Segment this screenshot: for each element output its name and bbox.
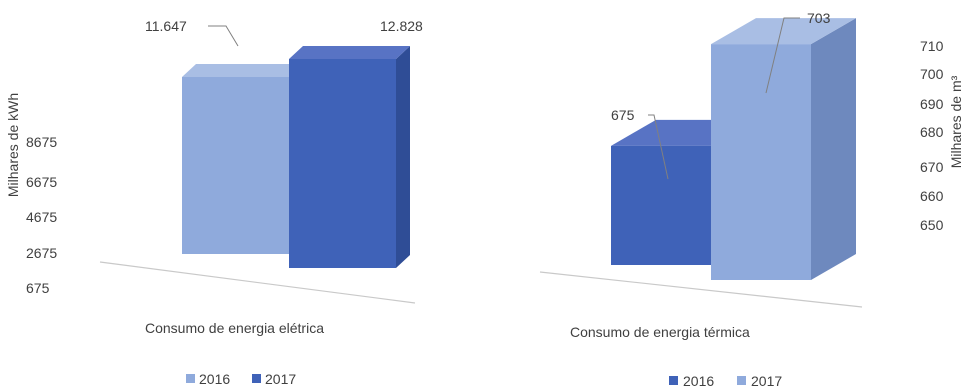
thermal-ytick: 670 (920, 159, 944, 175)
electric-ylabel: Milhares de kWh (5, 93, 21, 197)
chart-thermal: Milhares de m³ 710 700 690 680 670 660 6… (539, 10, 964, 389)
electric-2016-data-label: 11.647 (145, 18, 187, 34)
thermal-bar-2017-side (811, 18, 856, 281)
thermal-ytick: 710 (920, 38, 944, 54)
electric-bar-2017-top (289, 46, 410, 59)
electric-bar-2017-front (289, 59, 396, 268)
thermal-2016-data-label: 675 (611, 107, 635, 123)
electric-bar-2016 (182, 63, 303, 255)
electric-bar-2017-side (396, 46, 410, 268)
thermal-legend-swatch-2016 (669, 376, 678, 385)
electric-legend-swatch-2016 (186, 374, 195, 383)
thermal-legend-label-2016: 2016 (683, 373, 714, 389)
electric-ytick: 2675 (26, 245, 57, 261)
thermal-bars (611, 18, 856, 281)
electric-bars (182, 46, 410, 268)
thermal-bar-2017-top (711, 18, 856, 45)
chart-electric: Milhares de kWh 8675 6675 4675 2675 675 … (5, 18, 423, 387)
thermal-ytick: 660 (920, 188, 944, 204)
thermal-bar-2016-front (611, 145, 711, 265)
thermal-legend: 2016 2017 (669, 373, 782, 389)
thermal-2017-leader (765, 17, 800, 94)
thermal-ytick: 700 (920, 66, 944, 82)
thermal-2016-leader (648, 114, 669, 180)
thermal-yticks: 710 700 690 680 670 660 650 (920, 38, 944, 233)
electric-ytick: 8675 (26, 134, 57, 150)
thermal-category-label: Consumo de energia térmica (570, 324, 750, 340)
thermal-2017-data-label: 703 (807, 10, 831, 26)
electric-legend-label-2017: 2017 (265, 371, 296, 387)
electric-ytick: 6675 (26, 174, 57, 190)
thermal-ytick: 680 (920, 124, 944, 140)
thermal-bar-2017 (711, 18, 856, 281)
electric-bar-2017 (289, 46, 410, 268)
thermal-floor-line (539, 271, 863, 308)
electric-yticks: 8675 6675 4675 2675 675 (26, 134, 57, 296)
thermal-ytick: 690 (920, 96, 944, 112)
electric-ytick: 4675 (26, 209, 57, 225)
thermal-bar-2017-front (711, 44, 811, 280)
thermal-legend-label-2017: 2017 (751, 373, 782, 389)
electric-legend: 2016 2017 (186, 371, 296, 387)
electric-legend-swatch-2017 (252, 374, 261, 383)
electric-floor-line (99, 261, 416, 304)
thermal-ylabel: Milhares de m³ (948, 75, 964, 168)
thermal-ytick: 650 (920, 217, 944, 233)
electric-ytick: 675 (26, 280, 50, 296)
electric-2016-leader (208, 25, 239, 47)
electric-legend-label-2016: 2016 (199, 371, 230, 387)
thermal-legend-swatch-2017 (737, 376, 746, 385)
electric-bar-2016-front (182, 76, 289, 255)
electric-category-label: Consumo de energia elétrica (145, 320, 324, 336)
electric-2017-data-label: 12.828 (380, 18, 423, 34)
electric-bar-2016-top (182, 63, 303, 77)
